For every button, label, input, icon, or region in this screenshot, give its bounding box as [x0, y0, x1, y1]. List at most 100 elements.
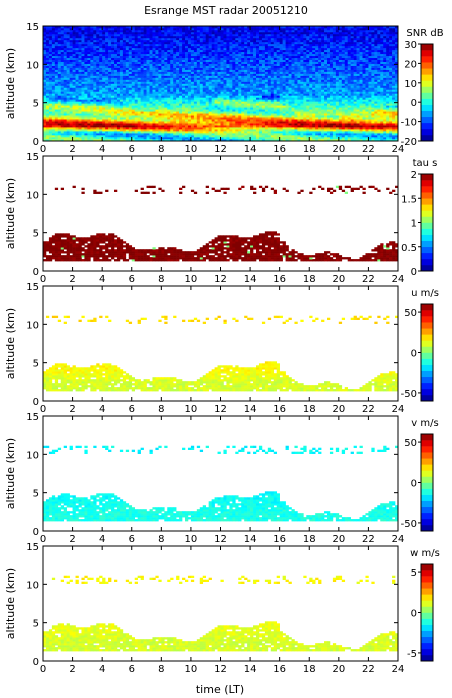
heatmap-cell — [116, 133, 121, 136]
heatmap-cell — [161, 57, 165, 60]
heatmap-cell — [122, 137, 127, 140]
heatmap-cell — [297, 121, 301, 124]
heatmap-cell — [214, 133, 218, 136]
heatmap-cell — [282, 139, 286, 141]
heatmap-cell — [235, 121, 239, 124]
heatmap-cell — [173, 107, 177, 110]
heatmap-cell — [362, 81, 366, 84]
heatmap-cell — [353, 107, 357, 110]
heatmap-cell — [386, 73, 390, 76]
heatmap-cell — [332, 101, 337, 104]
heatmap-cell — [179, 57, 183, 60]
heatmap-cell — [93, 91, 97, 94]
heatmap-cell — [158, 67, 162, 70]
heatmap-cell — [143, 77, 147, 80]
heatmap-cell — [93, 135, 97, 138]
heatmap-cell — [312, 137, 316, 140]
heatmap-cell — [193, 93, 198, 96]
heatmap-cell — [66, 131, 70, 134]
heatmap-cell — [253, 65, 257, 68]
heatmap-cell — [161, 81, 165, 84]
heatmap-cell — [170, 115, 174, 118]
heatmap-cell — [264, 77, 269, 80]
heatmap-cell — [48, 89, 53, 92]
heatmap-cell — [344, 73, 349, 76]
heatmap-cell — [282, 89, 286, 92]
heatmap-cell — [208, 75, 212, 78]
heatmap-cell — [202, 77, 207, 80]
heatmap-cell — [235, 57, 239, 60]
heatmap-cell — [114, 83, 118, 86]
heatmap-cell — [350, 67, 354, 70]
heatmap-cell — [312, 129, 316, 132]
heatmap-cell — [48, 99, 53, 102]
heatmap-cell — [306, 125, 310, 128]
heatmap-cell — [270, 93, 275, 96]
heatmap-cell — [303, 91, 307, 94]
heatmap-cell — [143, 65, 147, 68]
heatmap-cell — [137, 91, 141, 94]
heatmap-cell — [102, 91, 106, 94]
heatmap-cell — [81, 71, 85, 74]
heatmap-cell — [116, 111, 121, 114]
heatmap-cell — [93, 69, 97, 72]
heatmap-cell — [347, 99, 351, 102]
heatmap-cell — [152, 79, 156, 82]
heatmap-cell — [256, 61, 260, 64]
heatmap-cell — [368, 63, 372, 66]
heatmap-cell — [315, 75, 319, 78]
heatmap-cell — [149, 113, 153, 116]
heatmap-cell — [211, 119, 215, 122]
heatmap-cell — [134, 85, 138, 88]
heatmap-cell — [108, 125, 112, 128]
heatmap-cell — [202, 79, 207, 82]
heatmap-cell — [232, 65, 236, 68]
heatmap-cell — [374, 127, 378, 130]
heatmap-cell — [69, 79, 73, 82]
heatmap-cell — [131, 113, 136, 116]
heatmap-cell — [241, 89, 245, 92]
heatmap-cell — [223, 85, 227, 88]
heatmap-cell — [279, 89, 283, 92]
heatmap-cell — [244, 137, 248, 140]
heatmap-cell — [264, 67, 269, 70]
heatmap-cell — [155, 125, 159, 128]
heatmap-cell — [362, 71, 366, 74]
heatmap-cell — [131, 127, 136, 130]
heatmap-cell — [111, 89, 115, 92]
heatmap-cell — [321, 97, 325, 100]
heatmap-cell — [185, 59, 189, 62]
heatmap-cell — [202, 121, 207, 124]
heatmap-cell — [111, 99, 115, 102]
heatmap-cell — [128, 103, 133, 106]
heatmap-cell — [253, 93, 257, 96]
heatmap-cell — [297, 87, 301, 90]
heatmap-cell — [335, 89, 340, 92]
heatmap-cell — [258, 91, 263, 94]
heatmap-cell — [190, 107, 195, 110]
heatmap-cell — [282, 81, 286, 84]
heatmap-cell — [315, 81, 319, 84]
heatmap-cell — [90, 129, 94, 132]
heatmap-cell — [87, 95, 91, 98]
heatmap-cell — [119, 71, 124, 74]
heatmap-cell — [202, 139, 207, 141]
heatmap-cell — [377, 119, 381, 122]
heatmap-cell — [63, 97, 67, 100]
heatmap-cell — [350, 113, 354, 116]
heatmap-cell — [164, 117, 168, 120]
heatmap-cell — [374, 83, 378, 86]
heatmap-cell — [63, 101, 67, 104]
heatmap-cell — [386, 99, 390, 102]
heatmap-cell — [250, 77, 254, 80]
heatmap-cell — [208, 133, 212, 136]
heatmap-cell — [303, 129, 307, 132]
heatmap-cell — [223, 73, 227, 76]
heatmap-cell — [250, 83, 254, 86]
heatmap-cell — [353, 87, 357, 90]
heatmap-cell — [312, 69, 316, 72]
heatmap-cell — [114, 107, 118, 110]
heatmap-cell — [125, 59, 130, 62]
heatmap-cell — [244, 115, 248, 118]
heatmap-cell — [134, 73, 138, 76]
